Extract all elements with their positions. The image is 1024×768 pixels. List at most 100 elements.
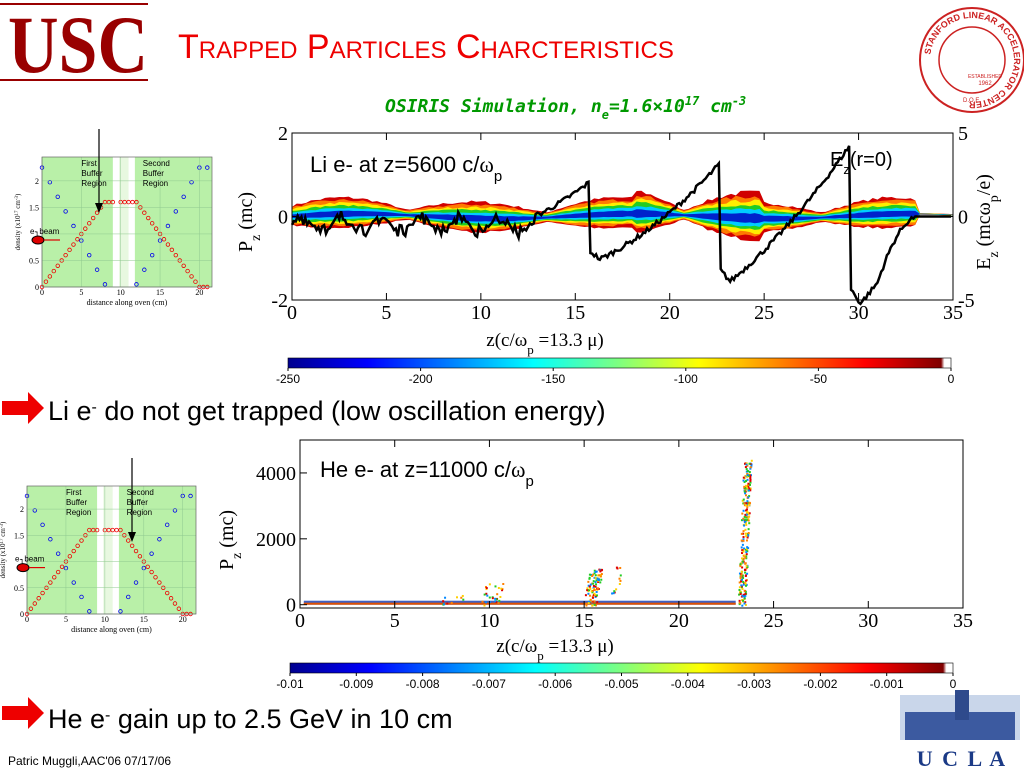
density-point [149,569,154,575]
particle [738,593,741,596]
particle [591,604,594,607]
density-point [28,606,34,611]
particle [740,532,743,535]
particle [600,573,603,576]
y-axis-label-part: ) [14,193,22,196]
density-point [142,210,147,215]
particle [743,485,746,488]
particle [615,588,618,591]
particle [599,574,602,577]
x-tick-label: 0 [40,288,44,297]
particle [613,590,616,593]
particle [749,467,752,470]
particle [744,571,747,574]
particle [744,548,747,551]
particle [745,502,748,505]
particle [597,578,600,581]
particle [594,570,597,573]
density-point [157,580,162,585]
density-point [181,263,186,268]
x-tick-label: 20 [660,302,680,324]
particle [744,504,747,507]
density-point [71,548,76,554]
density-point [137,554,143,559]
particle [588,600,591,603]
particle [744,582,747,585]
particle [744,466,747,469]
particle [742,538,745,541]
particle [502,582,505,585]
colorbar-tick-label: -250 [276,372,300,386]
particle [746,506,749,509]
particle [488,583,491,586]
particle [593,569,596,572]
particle [744,601,747,604]
x-tick-label: 15 [140,615,148,624]
particle [748,495,751,498]
particle [749,462,752,465]
density-point [55,263,60,268]
particle-band [303,602,736,605]
particle [593,576,596,579]
particle [585,602,588,605]
density-point [172,508,178,513]
x-axis-label: z(c/ωp =13.3 μ) [486,330,603,357]
particle [595,590,598,593]
particle [749,489,752,492]
particle [742,550,745,553]
particle [599,569,602,572]
logo-text: D.O.E. [963,98,981,104]
particle [745,519,748,522]
particle [742,593,745,596]
x-tick-label: 30 [849,302,869,324]
particle [744,474,747,477]
beam [31,235,45,245]
x-tick-label: 10 [117,288,125,297]
particle [742,536,745,539]
y-tick-label: 4000 [256,463,296,485]
density-point [169,247,175,253]
particle [745,555,748,558]
x-tick-label: 35 [943,302,963,324]
particle [618,582,621,585]
x-tick-label: 35 [953,610,973,632]
particle [748,471,751,474]
particle [746,464,749,467]
particle [748,512,751,515]
particle [742,476,745,479]
density-point [67,247,72,253]
particle [587,592,590,595]
x-tick-label: 0 [287,302,297,324]
beam-label: e- beam [15,555,45,564]
logo-tower [955,690,969,720]
particle [593,572,596,575]
particle [491,597,494,600]
density-point [71,223,76,229]
region-label: Region [127,508,152,517]
y-tick-label: 1 [35,230,39,239]
x-tick-label: 15 [156,288,164,297]
region-label: Buffer [127,498,149,507]
particle [741,594,744,597]
particle [742,539,745,542]
density-point [161,237,167,242]
particle [744,528,747,531]
particle [494,597,497,600]
y-tick-label: -2 [271,290,288,312]
y-tick-label: 0 [20,610,24,619]
density-point [63,252,68,258]
particle [741,499,744,502]
x-axis-label: distance along oven (cm) [71,625,152,634]
particle [462,598,465,601]
density-point [149,252,155,258]
particle [749,466,752,469]
particle [740,580,743,583]
y2-tick-label: 0 [958,207,968,229]
x-tick-label: 5 [79,288,83,297]
y-axis-label-part: -3 [0,524,5,529]
x-tick-label: 10 [479,610,499,632]
colorbar-tick-label: -0.009 [339,677,373,691]
bullet-arrow [2,392,44,424]
colorbar-tick-label: -0.004 [671,677,705,691]
density-point [165,242,171,247]
